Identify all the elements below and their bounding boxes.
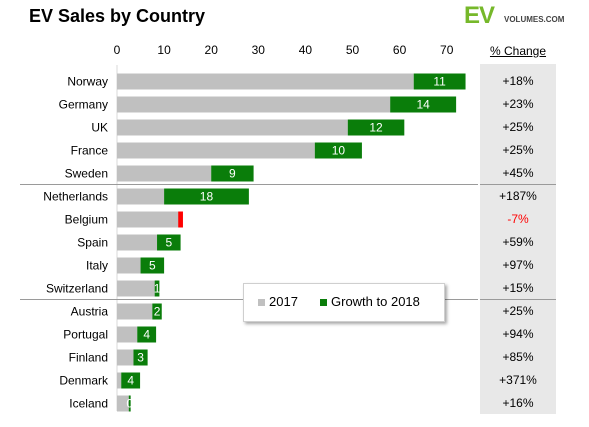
- pct-change-value: +85%: [502, 350, 534, 364]
- growth-data-label: 10: [332, 144, 346, 158]
- bar-growth: [137, 326, 157, 343]
- legend-item-growth: Growth to 2018: [320, 294, 420, 309]
- bar-growth: [413, 73, 466, 90]
- logo-ev-text: EV: [464, 2, 495, 29]
- chart-title: EV Sales by Country: [29, 6, 206, 26]
- category-label: Finland: [69, 351, 108, 365]
- bar-decline: [178, 211, 183, 228]
- legend-label-growth: Growth to 2018: [331, 294, 420, 309]
- growth-data-label: 2: [154, 305, 161, 319]
- bar-2017: [117, 96, 391, 113]
- growth-data-label: 3: [137, 351, 144, 365]
- bar-2017: [117, 142, 315, 159]
- x-tick-label: 60: [393, 43, 407, 57]
- bar-growth: [347, 119, 405, 136]
- pct-change-value: -7%: [507, 212, 529, 226]
- growth-data-label: 1: [154, 282, 161, 296]
- pct-change-value: +187%: [499, 189, 537, 203]
- bar-growth: [121, 372, 141, 389]
- bar-growth: [211, 165, 254, 182]
- bar-growth: [152, 303, 162, 320]
- pct-change-value: +25%: [502, 120, 534, 134]
- growth-data-label: 18: [200, 190, 214, 204]
- pct-change-value: +94%: [502, 327, 534, 341]
- bar-growth: [128, 395, 131, 412]
- pct-change-value: +25%: [502, 143, 534, 157]
- pct-change-value: +15%: [502, 281, 534, 295]
- x-tick-label: 70: [440, 43, 454, 57]
- growth-data-label: 5: [149, 259, 156, 273]
- category-label: Belgium: [65, 213, 108, 227]
- x-tick-label: 50: [346, 43, 360, 57]
- growth-data-label: 4: [127, 374, 134, 388]
- bar-2017: [117, 349, 134, 366]
- category-label: Portugal: [63, 328, 108, 342]
- growth-data-label: 9: [229, 167, 236, 181]
- growth-data-label: 12: [369, 121, 383, 135]
- bar-growth: [314, 142, 362, 159]
- bar-growth: [133, 349, 148, 366]
- growth-data-label: 4: [143, 328, 150, 342]
- pct-change-value: +97%: [502, 258, 534, 272]
- pct-change-value: +59%: [502, 235, 534, 249]
- x-tick-label: 10: [157, 43, 171, 57]
- bar-2017: [117, 303, 153, 320]
- pct-change-value: +371%: [499, 373, 537, 387]
- legend-swatch-2017: [258, 299, 265, 307]
- bar-2017: [117, 188, 165, 205]
- bar-2017: [117, 165, 212, 182]
- chart-legend: 2017 Growth to 2018: [243, 283, 445, 322]
- growth-data-label: 5: [165, 236, 172, 250]
- pct-change-value: +16%: [502, 396, 534, 410]
- category-label: France: [71, 144, 109, 158]
- category-label: Sweden: [65, 167, 108, 181]
- pct-change-value: +45%: [502, 166, 534, 180]
- bar-growth: [154, 280, 160, 297]
- bar-growth: [164, 188, 249, 205]
- pct-change-column: +18% +23% +25% +25% +45% +187% -7% +59% +97% +15%…: [480, 64, 556, 414]
- pct-change-value: +23%: [502, 97, 534, 111]
- bar-2017: [117, 257, 141, 274]
- category-label: Iceland: [69, 397, 108, 411]
- legend-swatch-growth: [320, 299, 327, 307]
- logo-volumes-text: VOLUMES.COM: [504, 15, 565, 24]
- category-label: Italy: [86, 259, 108, 273]
- pct-change-header: % Change: [489, 44, 547, 58]
- legend-label-2017: 2017: [269, 294, 298, 309]
- bar-2017: [117, 119, 348, 136]
- bar-2017: [117, 234, 158, 251]
- category-label: Denmark: [59, 374, 109, 388]
- bar-2017: [117, 395, 129, 412]
- pct-group-separator: [480, 184, 556, 185]
- bar-growth: [157, 234, 181, 251]
- legend-item-2017: 2017: [258, 294, 298, 309]
- bar-2017: [117, 73, 414, 90]
- category-label: Switzerland: [46, 282, 108, 296]
- category-label: UK: [91, 121, 108, 135]
- bar-growth: [390, 96, 457, 113]
- bar-2017: [117, 326, 138, 343]
- pct-change-value: +25%: [502, 304, 534, 318]
- x-tick-label: 0: [114, 43, 121, 57]
- growth-data-label: 14: [416, 98, 430, 112]
- category-label: Netherlands: [43, 190, 108, 204]
- x-tick-label: 40: [299, 43, 313, 57]
- bar-growth: [140, 257, 165, 274]
- x-tick-label: 20: [205, 43, 219, 57]
- category-label: Spain: [77, 236, 108, 250]
- evvolumes-logo: EV VOLUMES.COM: [464, 2, 584, 29]
- bar-2017: [117, 280, 155, 297]
- category-label: Norway: [67, 75, 108, 89]
- bar-2017: [117, 372, 122, 389]
- pct-change-value: +18%: [502, 74, 534, 88]
- category-label: Austria: [71, 305, 109, 319]
- category-label: Germany: [59, 98, 108, 112]
- pct-group-separator: [480, 299, 556, 300]
- growth-data-label: 11: [433, 75, 446, 89]
- x-tick-label: 30: [252, 43, 266, 57]
- bar-2017: [117, 211, 183, 228]
- growth-data-label: 0: [126, 397, 133, 411]
